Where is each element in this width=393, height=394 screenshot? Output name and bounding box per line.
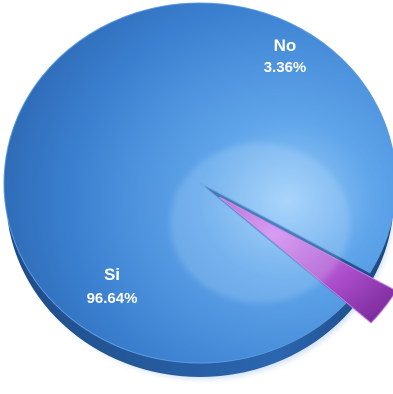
slice-name-no: No [274,36,297,55]
pie-slices [3,2,393,379]
slice-name-si: Si [104,265,120,284]
slice-value-si: 96.64% [87,290,138,307]
label-si: Si 96.64% [87,265,138,307]
label-no: No 3.36% [264,36,307,76]
gloss-highlight [170,143,350,303]
slice-value-no: 3.36% [264,59,307,76]
